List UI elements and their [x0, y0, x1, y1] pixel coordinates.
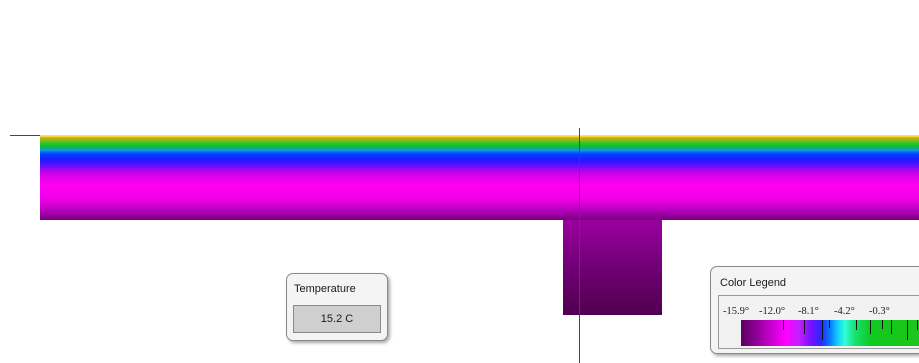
legend-tick-mark [907, 320, 908, 340]
legend-box: -15.9° -12.0° -8.1° -4.2° -0.3° [718, 295, 919, 349]
probe-title: Temperature [294, 283, 356, 295]
legend-tick-mark [804, 320, 805, 334]
reference-line-vertical[interactable] [579, 128, 580, 363]
legend-tick-label: -0.3° [869, 306, 890, 317]
reference-line-horizontal [10, 135, 40, 136]
legend-tick-label: -12.0° [759, 306, 786, 317]
legend-tick-mark [891, 320, 892, 334]
thermal-stem [563, 220, 662, 315]
legend-tick-mark [882, 320, 883, 329]
legend-tick-mark [822, 320, 823, 340]
legend-tick-mark [829, 320, 830, 328]
probe-value: 15.2 C [293, 305, 381, 333]
legend-tick-label: -15.9° [723, 306, 750, 317]
legend-tick-mark [917, 320, 918, 330]
legend-tick-mark [783, 320, 784, 330]
color-legend-panel[interactable]: Color Legend -15.9° -12.0° -8.1° -4.2° -… [710, 266, 919, 354]
legend-tick-mark [856, 320, 857, 330]
legend-tick-label: -8.1° [798, 306, 819, 317]
temperature-probe-panel[interactable]: Temperature 15.2 C [286, 273, 388, 341]
legend-tick-label: -4.2° [834, 306, 855, 317]
legend-title: Color Legend [720, 277, 787, 289]
legend-color-bar [741, 320, 919, 346]
thermal-slab [40, 135, 919, 220]
legend-tick-mark [870, 320, 871, 334]
